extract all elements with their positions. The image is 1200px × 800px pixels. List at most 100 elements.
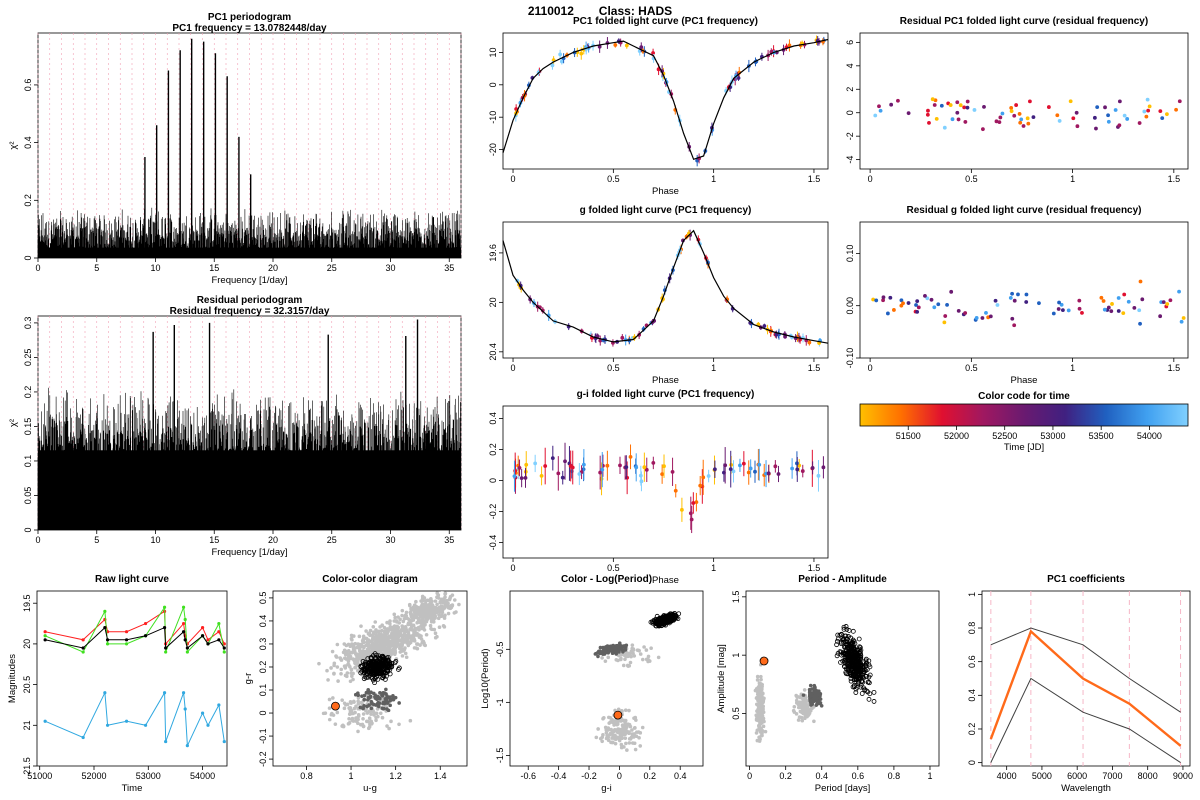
data-point [698, 483, 703, 488]
reference-point [412, 633, 417, 638]
reference-point [452, 611, 457, 615]
reference-point [602, 716, 606, 720]
y-tick-label: 0.1 [23, 455, 33, 468]
color_color-panel: Color-color diagram 0.8 1 1.2 1.4 -0.2 -0.1 0 0.… [243, 574, 468, 794]
y-tick-label: 0.6 [23, 79, 33, 92]
reference-point [430, 617, 434, 621]
reference-point [853, 690, 859, 695]
points-layer [753, 624, 877, 743]
x-tick-label: 0.2 [644, 771, 657, 781]
reference-point [380, 715, 385, 720]
y-tick-label: 2 [845, 87, 855, 92]
data-point [706, 474, 711, 478]
reference-point [371, 636, 375, 641]
data-point [712, 467, 717, 472]
reference-point [594, 735, 599, 740]
reference-point [404, 655, 409, 660]
x-tick-label: 10 [150, 535, 160, 545]
reference-point [649, 646, 653, 651]
light-curve-point [200, 711, 205, 715]
y-tick-label: 0.00 [845, 297, 855, 315]
reference-point [601, 652, 605, 656]
reference-point [358, 663, 364, 669]
reference-point [352, 642, 356, 647]
x-axis-label: g-i [601, 783, 612, 794]
y-tick-label: 0 [258, 711, 268, 716]
reference-point [623, 718, 628, 723]
periodogram-floor [38, 450, 461, 530]
reference-point [637, 736, 641, 740]
reference-point [864, 688, 870, 694]
reference-point [755, 728, 760, 733]
reference-point [423, 613, 427, 618]
reference-point [434, 606, 438, 611]
light-curve-point [222, 739, 226, 744]
reference-point [600, 656, 604, 660]
y-tick-label: 0 [845, 110, 855, 115]
reference-point [420, 596, 425, 601]
reference-point [363, 663, 368, 668]
reference-point [415, 631, 419, 636]
reference-point [374, 652, 379, 658]
reference-point [856, 672, 862, 678]
y-tick-label: 0 [23, 527, 33, 532]
reference-point [361, 712, 366, 716]
reference-point [393, 630, 398, 634]
reference-point [618, 645, 622, 649]
light-curve-point [81, 646, 85, 650]
y-tick-label: 0.8 [967, 622, 977, 635]
reference-point [617, 737, 622, 742]
reference-point [389, 719, 393, 724]
reference-point [596, 727, 600, 731]
reference-point [355, 716, 360, 721]
y-tick-label: 0.4 [488, 412, 498, 425]
light-curve-point [103, 609, 107, 613]
data-point [984, 310, 988, 315]
y-tick-label: 10 [488, 47, 498, 57]
reference-point [335, 642, 340, 647]
data-point [1057, 119, 1062, 123]
data-point [885, 311, 890, 316]
target-star-marker [331, 701, 340, 711]
page-header: 2110012 Class: HADS [0, 0, 1200, 18]
reference-point [383, 630, 387, 635]
raw_light_curve-panel: Raw light curve 51000 52000 53000 54000 19.5 2… [7, 574, 228, 794]
reference-point [404, 636, 409, 641]
reference-point [407, 621, 412, 626]
reference-point [619, 656, 623, 661]
y-tick-label: 0.15 [23, 418, 33, 436]
reference-point [621, 663, 626, 668]
reference-point [630, 728, 634, 732]
data-point [810, 465, 815, 470]
reference-point [629, 654, 633, 659]
y-tick-label: -1 [495, 698, 505, 706]
reference-point [373, 695, 377, 699]
reference-point [800, 718, 805, 723]
data-point [1145, 97, 1150, 102]
reference-point [407, 617, 411, 622]
data-point [1168, 298, 1173, 303]
x-tick-label: 6000 [1067, 771, 1087, 781]
panel-title: Residual periodogram [197, 295, 303, 306]
reference-point [442, 625, 447, 629]
x-tick-label: 1.2 [389, 771, 402, 781]
data-point [1099, 295, 1104, 300]
reference-point [400, 624, 405, 628]
light-curve-point [185, 646, 189, 650]
reference-point [357, 656, 362, 660]
reference-point [845, 651, 850, 656]
light-curve-point [103, 691, 107, 695]
y-axis-label: χ² [8, 141, 19, 149]
reference-point [354, 719, 358, 723]
y-tick-label: 0.1 [258, 684, 268, 697]
data-point [539, 473, 544, 478]
panel-subtitle: PC1 frequency = 13.0782448/day [172, 23, 327, 34]
reference-point [669, 617, 675, 623]
data-point [689, 517, 694, 522]
reference-point [352, 706, 357, 711]
data-point [644, 467, 649, 472]
reference-point [757, 689, 762, 694]
data-point [598, 470, 603, 475]
data-point [680, 507, 684, 512]
data-point [1009, 109, 1014, 114]
